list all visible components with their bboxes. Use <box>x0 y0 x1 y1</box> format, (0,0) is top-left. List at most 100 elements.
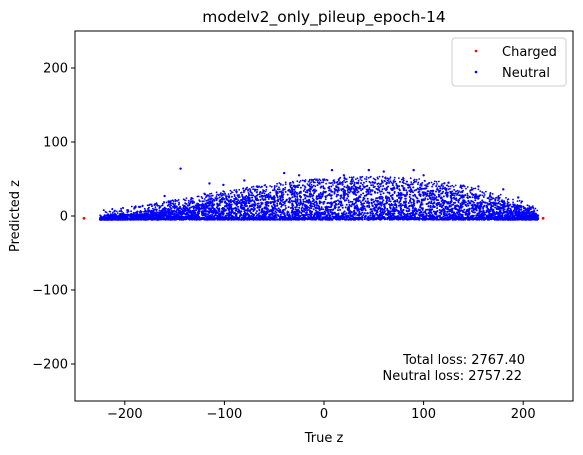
neutral-point <box>316 184 319 187</box>
neutral-point <box>402 218 404 221</box>
neutral-point <box>313 205 316 208</box>
neutral-point <box>478 211 481 214</box>
neutral-point <box>337 186 340 189</box>
neutral-point <box>456 193 458 196</box>
neutral-point <box>425 208 427 211</box>
neutral-point <box>409 193 411 196</box>
neutral-point <box>396 187 399 190</box>
neutral-point <box>127 214 130 216</box>
neutral-point <box>365 193 368 196</box>
neutral-point <box>405 200 407 203</box>
neutral-point <box>362 198 365 201</box>
neutral-point <box>196 214 199 217</box>
neutral-point <box>296 196 299 198</box>
neutral-point <box>192 207 195 210</box>
neutral-point <box>266 210 269 212</box>
neutral-point <box>427 190 430 193</box>
neutral-point <box>252 210 255 212</box>
neutral-point <box>440 196 443 199</box>
neutral-point <box>186 211 189 214</box>
neutral-point <box>398 196 401 199</box>
neutral-point <box>251 199 254 202</box>
neutral-point <box>438 205 441 208</box>
neutral-point <box>507 204 510 207</box>
neutral-point <box>460 209 463 212</box>
neutral-point <box>379 195 382 198</box>
neutral-point <box>426 198 429 201</box>
neutral-point <box>182 209 185 212</box>
neutral-point <box>299 190 302 193</box>
neutral-point <box>464 203 467 206</box>
neutral-point <box>338 200 341 203</box>
neutral-point <box>420 188 423 191</box>
neutral-point <box>312 203 315 205</box>
neutral-point <box>209 203 211 205</box>
neutral-point <box>180 218 183 221</box>
neutral-point <box>422 194 425 197</box>
neutral-point <box>480 215 483 218</box>
neutral-point <box>280 190 283 193</box>
neutral-point <box>331 209 334 211</box>
neutral-point <box>241 201 244 204</box>
neutral-point <box>275 211 278 214</box>
neutral-point <box>291 196 294 199</box>
neutral-point <box>308 213 311 216</box>
neutral-point <box>399 192 402 194</box>
neutral-point <box>468 212 471 215</box>
neutral-point <box>334 215 337 218</box>
neutral-point <box>339 203 342 206</box>
neutral-point <box>266 203 268 206</box>
neutral-point <box>296 203 299 206</box>
neutral-point <box>373 206 376 209</box>
neutral-point <box>136 212 139 215</box>
neutral-point <box>396 200 399 203</box>
neutral-point <box>360 206 363 209</box>
neutral-point <box>412 199 415 202</box>
neutral-point <box>429 196 431 199</box>
neutral-point <box>302 200 305 203</box>
neutral-point <box>134 218 137 221</box>
neutral-point <box>380 202 383 205</box>
neutral-point <box>411 183 413 186</box>
neutral-point <box>324 195 327 198</box>
neutral-point <box>309 187 312 190</box>
neutral-point <box>330 206 332 208</box>
neutral-point <box>459 214 462 216</box>
neutral-point <box>453 201 455 204</box>
neutral-point <box>484 201 487 204</box>
neutral-point <box>391 184 394 187</box>
neutral-point <box>438 194 441 197</box>
neutral-point <box>456 204 458 207</box>
neutral-point <box>340 212 343 215</box>
neutral-point <box>333 188 336 191</box>
neutral-point <box>325 207 327 210</box>
neutral-point <box>194 209 197 212</box>
neutral-point <box>495 202 498 205</box>
neutral-point <box>436 188 439 191</box>
neutral-point <box>410 189 413 192</box>
neutral-point <box>394 215 397 218</box>
neutral-point <box>319 213 322 216</box>
neutral-point <box>417 214 420 216</box>
neutral-point <box>366 212 369 215</box>
neutral-point <box>460 196 463 198</box>
neutral-point <box>370 208 373 211</box>
neutral-point <box>278 203 281 205</box>
neutral-point <box>430 201 433 204</box>
neutral-point <box>449 196 452 199</box>
neutral-point <box>316 195 319 198</box>
neutral-point <box>293 211 296 214</box>
neutral-point <box>467 209 470 212</box>
neutral-point <box>333 192 336 195</box>
neutral-point <box>435 213 438 216</box>
neutral-point <box>515 209 518 211</box>
neutral-point <box>219 201 222 204</box>
neutral-point <box>191 205 194 208</box>
neutral-point <box>389 200 392 203</box>
neutral-point <box>367 190 370 193</box>
neutral-point <box>446 210 449 213</box>
neutral-point <box>326 194 329 197</box>
neutral-point <box>343 185 346 188</box>
neutral-point <box>187 204 190 207</box>
neutral-point <box>347 215 350 218</box>
